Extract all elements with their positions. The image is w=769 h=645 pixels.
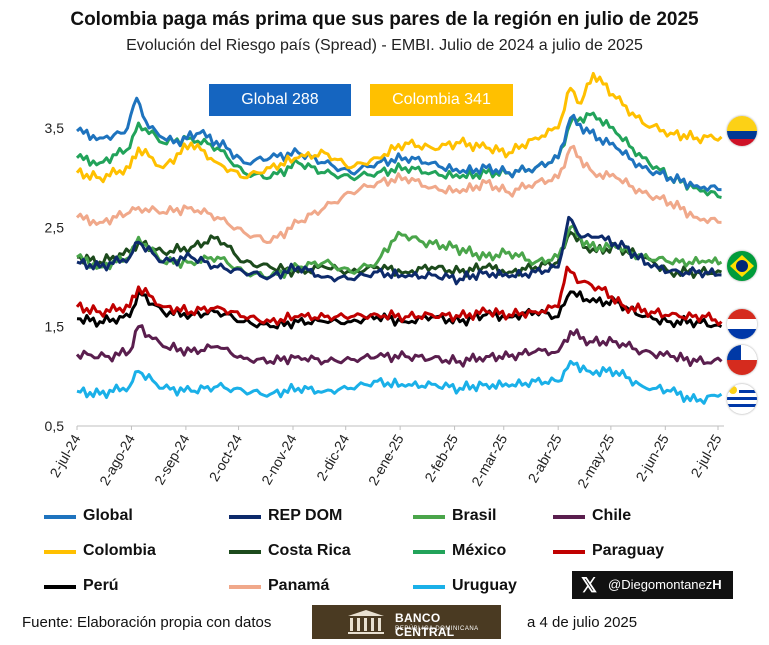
x-tick-label: 2-jun-25 <box>632 431 672 484</box>
legend-label: Uruguay <box>452 577 517 594</box>
legend-label: Paraguay <box>592 542 665 559</box>
legend-label: Global <box>83 507 133 524</box>
legend-label: México <box>452 542 507 559</box>
legend-label: Perú <box>83 577 119 594</box>
legend-swatch <box>553 550 585 554</box>
legend-swatch <box>229 515 261 519</box>
social-handle-badge[interactable]: 𝕏 @DiegomontanezH <box>572 571 733 599</box>
x-tick-label: 2-jul-25 <box>687 431 724 480</box>
series-line-rep-dom <box>76 215 722 286</box>
legend-label: Chile <box>592 507 632 524</box>
legend-label: Brasil <box>452 507 497 524</box>
series-line-panamá <box>75 144 722 244</box>
x-tick-label: 2-sep-24 <box>151 431 193 487</box>
legend-label: Costa Rica <box>268 542 351 559</box>
legend-swatch <box>229 585 261 589</box>
x-tick-label: 2-oct-24 <box>206 431 246 484</box>
banco-central-logo: BANCO CENTRAL REPÚBLICA DOMINICANA <box>312 605 501 639</box>
x-tick-label: 2-ene-25 <box>365 431 407 488</box>
series-line-paraguay <box>75 265 723 327</box>
legend-swatch <box>413 515 445 519</box>
colombia-callout: Colombia 341 <box>370 84 513 116</box>
x-tick-label: 2-ago-24 <box>96 431 138 488</box>
x-logo-icon: 𝕏 <box>581 575 598 597</box>
series-line-global <box>76 96 722 192</box>
legend-swatch <box>44 515 76 519</box>
y-tick-label: 2,5 <box>45 219 65 235</box>
x-tick-label: 2-feb-25 <box>421 431 461 484</box>
uruguay-flag-icon <box>727 384 757 414</box>
x-tick-label: 2-dic-24 <box>313 431 352 483</box>
legend-swatch <box>553 515 585 519</box>
paraguay-flag-icon <box>727 309 757 339</box>
series-line-brasil <box>76 224 723 280</box>
brazil-flag-icon <box>727 251 757 281</box>
legend-label: Colombia <box>83 542 156 559</box>
legend-swatch <box>44 585 76 589</box>
social-handle: @DiegomontanezH <box>608 577 722 592</box>
source-text: Fuente: Elaboración propia con datos <box>22 614 272 631</box>
x-tick-label: 2-nov-24 <box>258 431 300 487</box>
series-line-uruguay <box>76 359 723 405</box>
y-tick-label: 1,5 <box>45 319 65 335</box>
y-tick-label: 3,5 <box>45 120 65 136</box>
legend-swatch <box>413 550 445 554</box>
legend-swatch <box>413 585 445 589</box>
global-callout: Global 288 <box>209 84 351 116</box>
series-line-perú <box>76 290 723 330</box>
logo-name: BANCO CENTRAL <box>395 611 455 639</box>
x-tick-label: 2-mar-25 <box>468 431 510 488</box>
colombia-flag-icon <box>727 116 757 146</box>
series-line-chile <box>75 324 723 368</box>
legend-swatch <box>44 550 76 554</box>
chile-flag-icon <box>727 345 757 375</box>
x-tick-label: 2-jul-24 <box>46 431 83 480</box>
bank-building-icon <box>348 610 384 634</box>
chart-subtitle: Evolución del Riesgo país (Spread) - EMB… <box>126 37 643 54</box>
logo-subname: REPÚBLICA DOMINICANA <box>395 626 479 632</box>
y-tick-label: 0,5 <box>45 418 65 434</box>
legend-label: REP DOM <box>268 507 343 524</box>
source-date: a 4 de julio 2025 <box>527 614 638 631</box>
series-line-colombia <box>75 71 723 184</box>
x-tick-label: 2-may-25 <box>574 431 618 490</box>
chart-title: Colombia paga más prima que sus pares de… <box>70 9 699 30</box>
legend-label: Panamá <box>268 577 330 594</box>
legend-swatch <box>229 550 261 554</box>
x-tick-label: 2-abr-25 <box>524 431 564 485</box>
series-line-costa-rica <box>76 230 722 279</box>
line-chart: 3,5 2,5 1,5 0,52-jul-24 2-ago-24 2-sep-24 2-oc… <box>45 71 725 491</box>
